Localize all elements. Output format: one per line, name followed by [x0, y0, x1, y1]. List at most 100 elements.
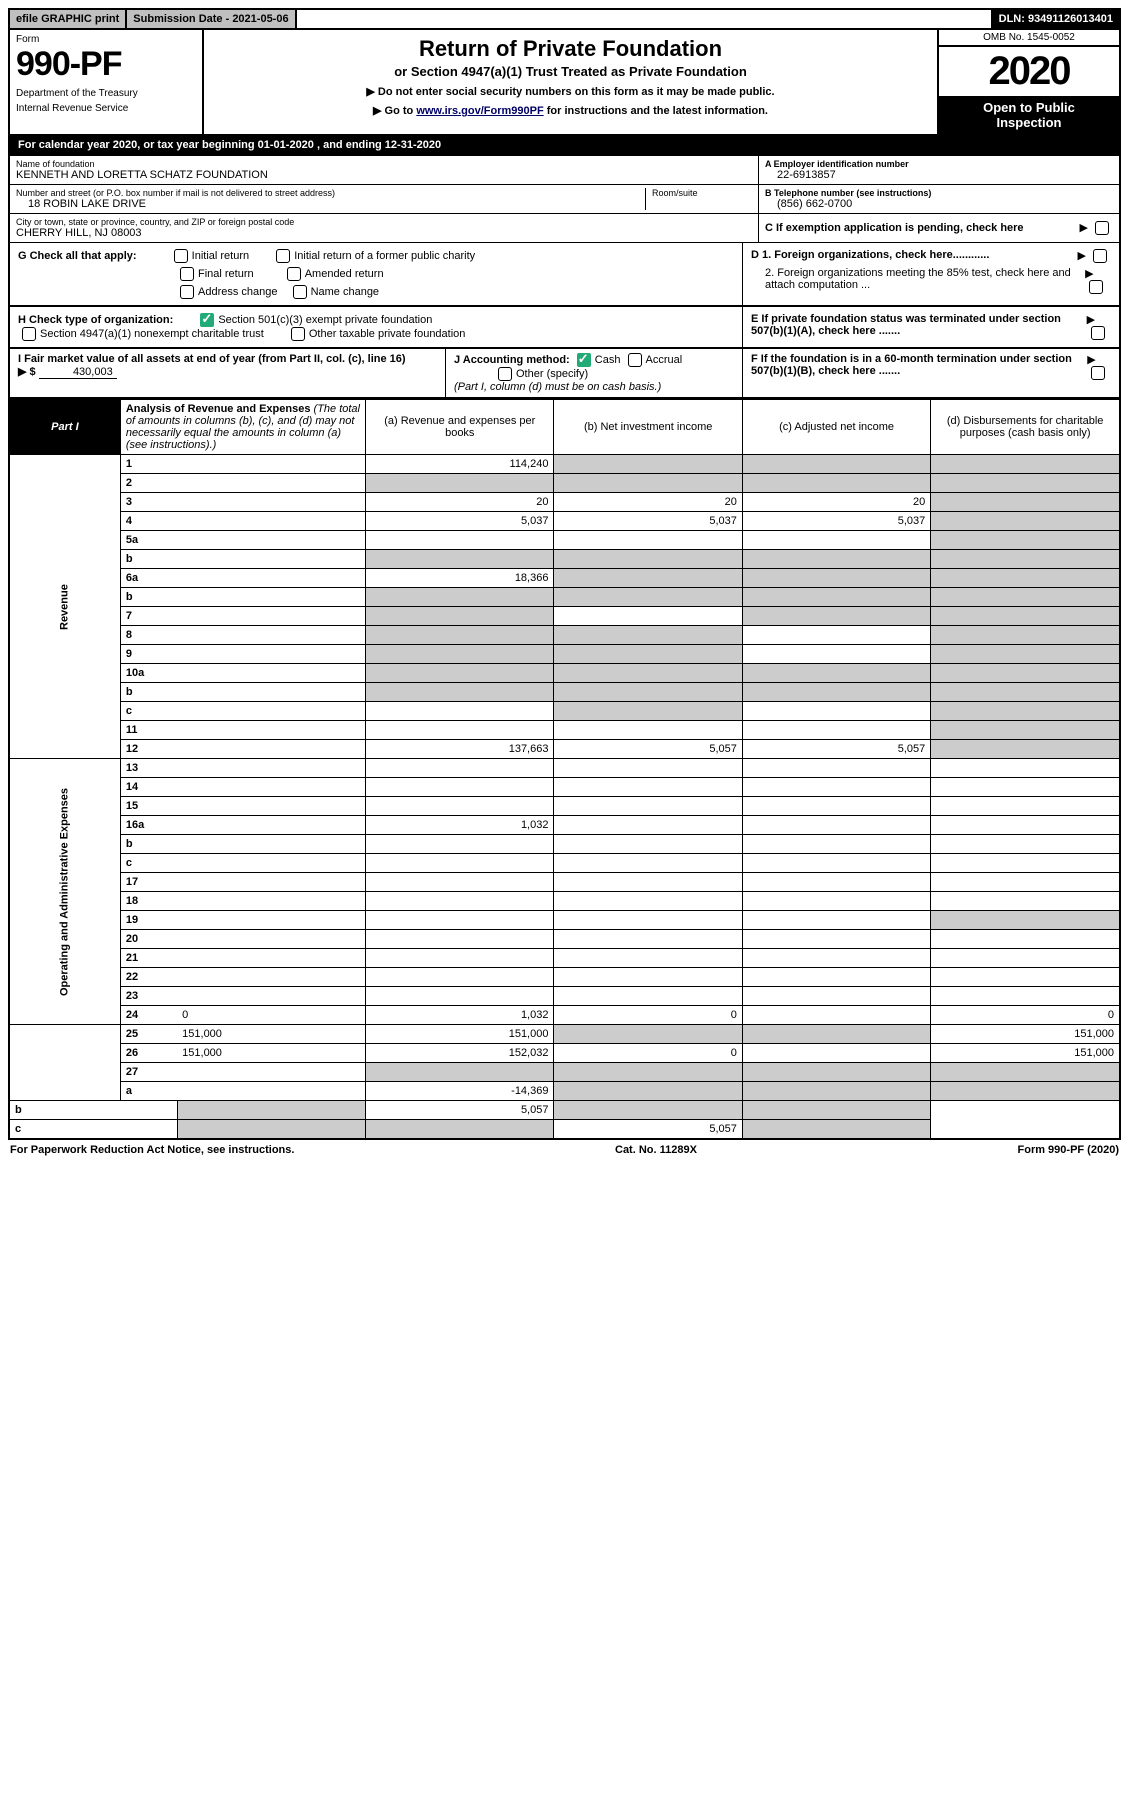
header-left: Form 990-PF Department of the Treasury I…	[10, 30, 204, 134]
footer-right: Form 990-PF (2020)	[1018, 1144, 1119, 1156]
row-amt-b	[554, 854, 742, 873]
g-amended-checkbox[interactable]	[287, 267, 301, 281]
g-address-checkbox[interactable]	[180, 285, 194, 299]
e-checkbox[interactable]	[1091, 326, 1105, 340]
i-arrow: ▶ $	[18, 366, 36, 378]
c-cell: C If exemption application is pending, c…	[759, 214, 1119, 243]
row-amt-b	[554, 721, 742, 740]
e-section: E If private foundation status was termi…	[743, 307, 1119, 347]
row-num: 25	[120, 1025, 177, 1044]
table-row: 3202020	[9, 493, 1120, 512]
street-label: Number and street (or P.O. box number if…	[16, 188, 645, 198]
open-public-1: Open to Public	[983, 100, 1075, 115]
c-label: C If exemption application is pending, c…	[765, 222, 1024, 234]
g-final: Final return	[198, 268, 254, 280]
row-amt-c	[742, 721, 930, 740]
row-amt-a	[366, 683, 554, 702]
h-other-checkbox[interactable]	[291, 327, 305, 341]
row-amt-c	[742, 1082, 930, 1101]
ein-cell: A Employer identification number 22-6913…	[759, 156, 1119, 185]
part1-table: Part I Analysis of Revenue and Expenses …	[8, 399, 1121, 1140]
row-amt-c	[742, 911, 930, 930]
g-name-checkbox[interactable]	[293, 285, 307, 299]
row-amt-a: 5,037	[366, 512, 554, 531]
row-amt-a	[366, 645, 554, 664]
row-amt-b	[366, 1120, 554, 1140]
note2-pre: ▶ Go to	[373, 105, 416, 117]
col-b-header: (b) Net investment income	[554, 400, 742, 455]
row-amt-b: 0	[554, 1006, 742, 1025]
j-accrual-checkbox[interactable]	[628, 353, 642, 367]
row-amt-b	[554, 892, 742, 911]
g-initial-former-checkbox[interactable]	[276, 249, 290, 263]
row-amt-a: 1,032	[366, 1006, 554, 1025]
row-amt-d	[931, 759, 1120, 778]
city-value: CHERRY HILL, NJ 08003	[16, 227, 752, 239]
row-amt-a: -14,369	[366, 1082, 554, 1101]
table-row: 23	[9, 987, 1120, 1006]
row-num: 7	[120, 607, 177, 626]
row-amt-d	[931, 664, 1120, 683]
h-4947-checkbox[interactable]	[22, 327, 36, 341]
row-amt-d: 151,000	[931, 1025, 1120, 1044]
row-num: 13	[120, 759, 177, 778]
row-desc	[177, 930, 365, 949]
row-amt-a	[366, 607, 554, 626]
row-amt-a: 152,032	[366, 1044, 554, 1063]
table-row: b	[9, 550, 1120, 569]
row-amt-d	[931, 569, 1120, 588]
row-amt-b	[554, 987, 742, 1006]
foundation-name-cell: Name of foundation KENNETH AND LORETTA S…	[10, 156, 759, 185]
row-desc	[177, 1063, 365, 1082]
row-num: 11	[120, 721, 177, 740]
form-subtitle: or Section 4947(a)(1) Trust Treated as P…	[214, 64, 927, 79]
g-name: Name change	[311, 286, 380, 298]
row-desc: 151,000	[177, 1044, 365, 1063]
part1-title-cell: Analysis of Revenue and Expenses (The to…	[120, 400, 365, 455]
row-amt-c	[554, 1101, 742, 1120]
row-amt-c	[742, 968, 930, 987]
g-initial-checkbox[interactable]	[174, 249, 188, 263]
table-row: c	[9, 854, 1120, 873]
j-other-checkbox[interactable]	[498, 367, 512, 381]
form-title: Return of Private Foundation	[214, 36, 927, 62]
phone-label: B Telephone number (see instructions)	[765, 188, 1113, 198]
row-amt-a	[366, 892, 554, 911]
ijf-row: I Fair market value of all assets at end…	[8, 349, 1121, 399]
tax-year: 2020	[939, 47, 1119, 96]
table-row: b	[9, 683, 1120, 702]
row-num: b	[120, 835, 177, 854]
row-desc	[177, 835, 365, 854]
row-amt-a	[366, 854, 554, 873]
f-checkbox[interactable]	[1091, 366, 1105, 380]
j-note: (Part I, column (d) must be on cash basi…	[454, 381, 661, 393]
row-amt-b	[554, 949, 742, 968]
j-section: J Accounting method: Cash Accrual Other …	[446, 349, 743, 397]
g-final-checkbox[interactable]	[180, 267, 194, 281]
row-amt-a	[366, 968, 554, 987]
name-label: Name of foundation	[16, 159, 752, 169]
phone-value: (856) 662-0700	[765, 198, 1113, 210]
header-right: OMB No. 1545-0052 2020 Open to Public In…	[937, 30, 1119, 134]
form-number: 990-PF	[16, 45, 196, 84]
row-amt-a	[366, 778, 554, 797]
row-amt-a	[366, 797, 554, 816]
c-checkbox[interactable]	[1095, 221, 1109, 235]
h-501c3-checkbox[interactable]	[200, 313, 214, 327]
j-cash-checkbox[interactable]	[577, 353, 591, 367]
row-amt-c	[742, 797, 930, 816]
row-amt-b	[554, 474, 742, 493]
row-num: 19	[120, 911, 177, 930]
row-amt-c: 5,057	[554, 1120, 742, 1140]
d1-checkbox[interactable]	[1093, 249, 1107, 263]
row-desc	[177, 721, 365, 740]
e-arrow-icon: ▶	[1087, 313, 1111, 341]
d2-checkbox[interactable]	[1089, 280, 1103, 294]
form990pf-link[interactable]: www.irs.gov/Form990PF	[416, 105, 543, 117]
row-amt-d	[931, 550, 1120, 569]
row-amt-d	[931, 778, 1120, 797]
row-amt-b: 5,057	[366, 1101, 554, 1120]
open-public-2: Inspection	[996, 115, 1061, 130]
efile-label[interactable]: efile GRAPHIC print	[10, 10, 127, 28]
row-amt-d	[931, 626, 1120, 645]
